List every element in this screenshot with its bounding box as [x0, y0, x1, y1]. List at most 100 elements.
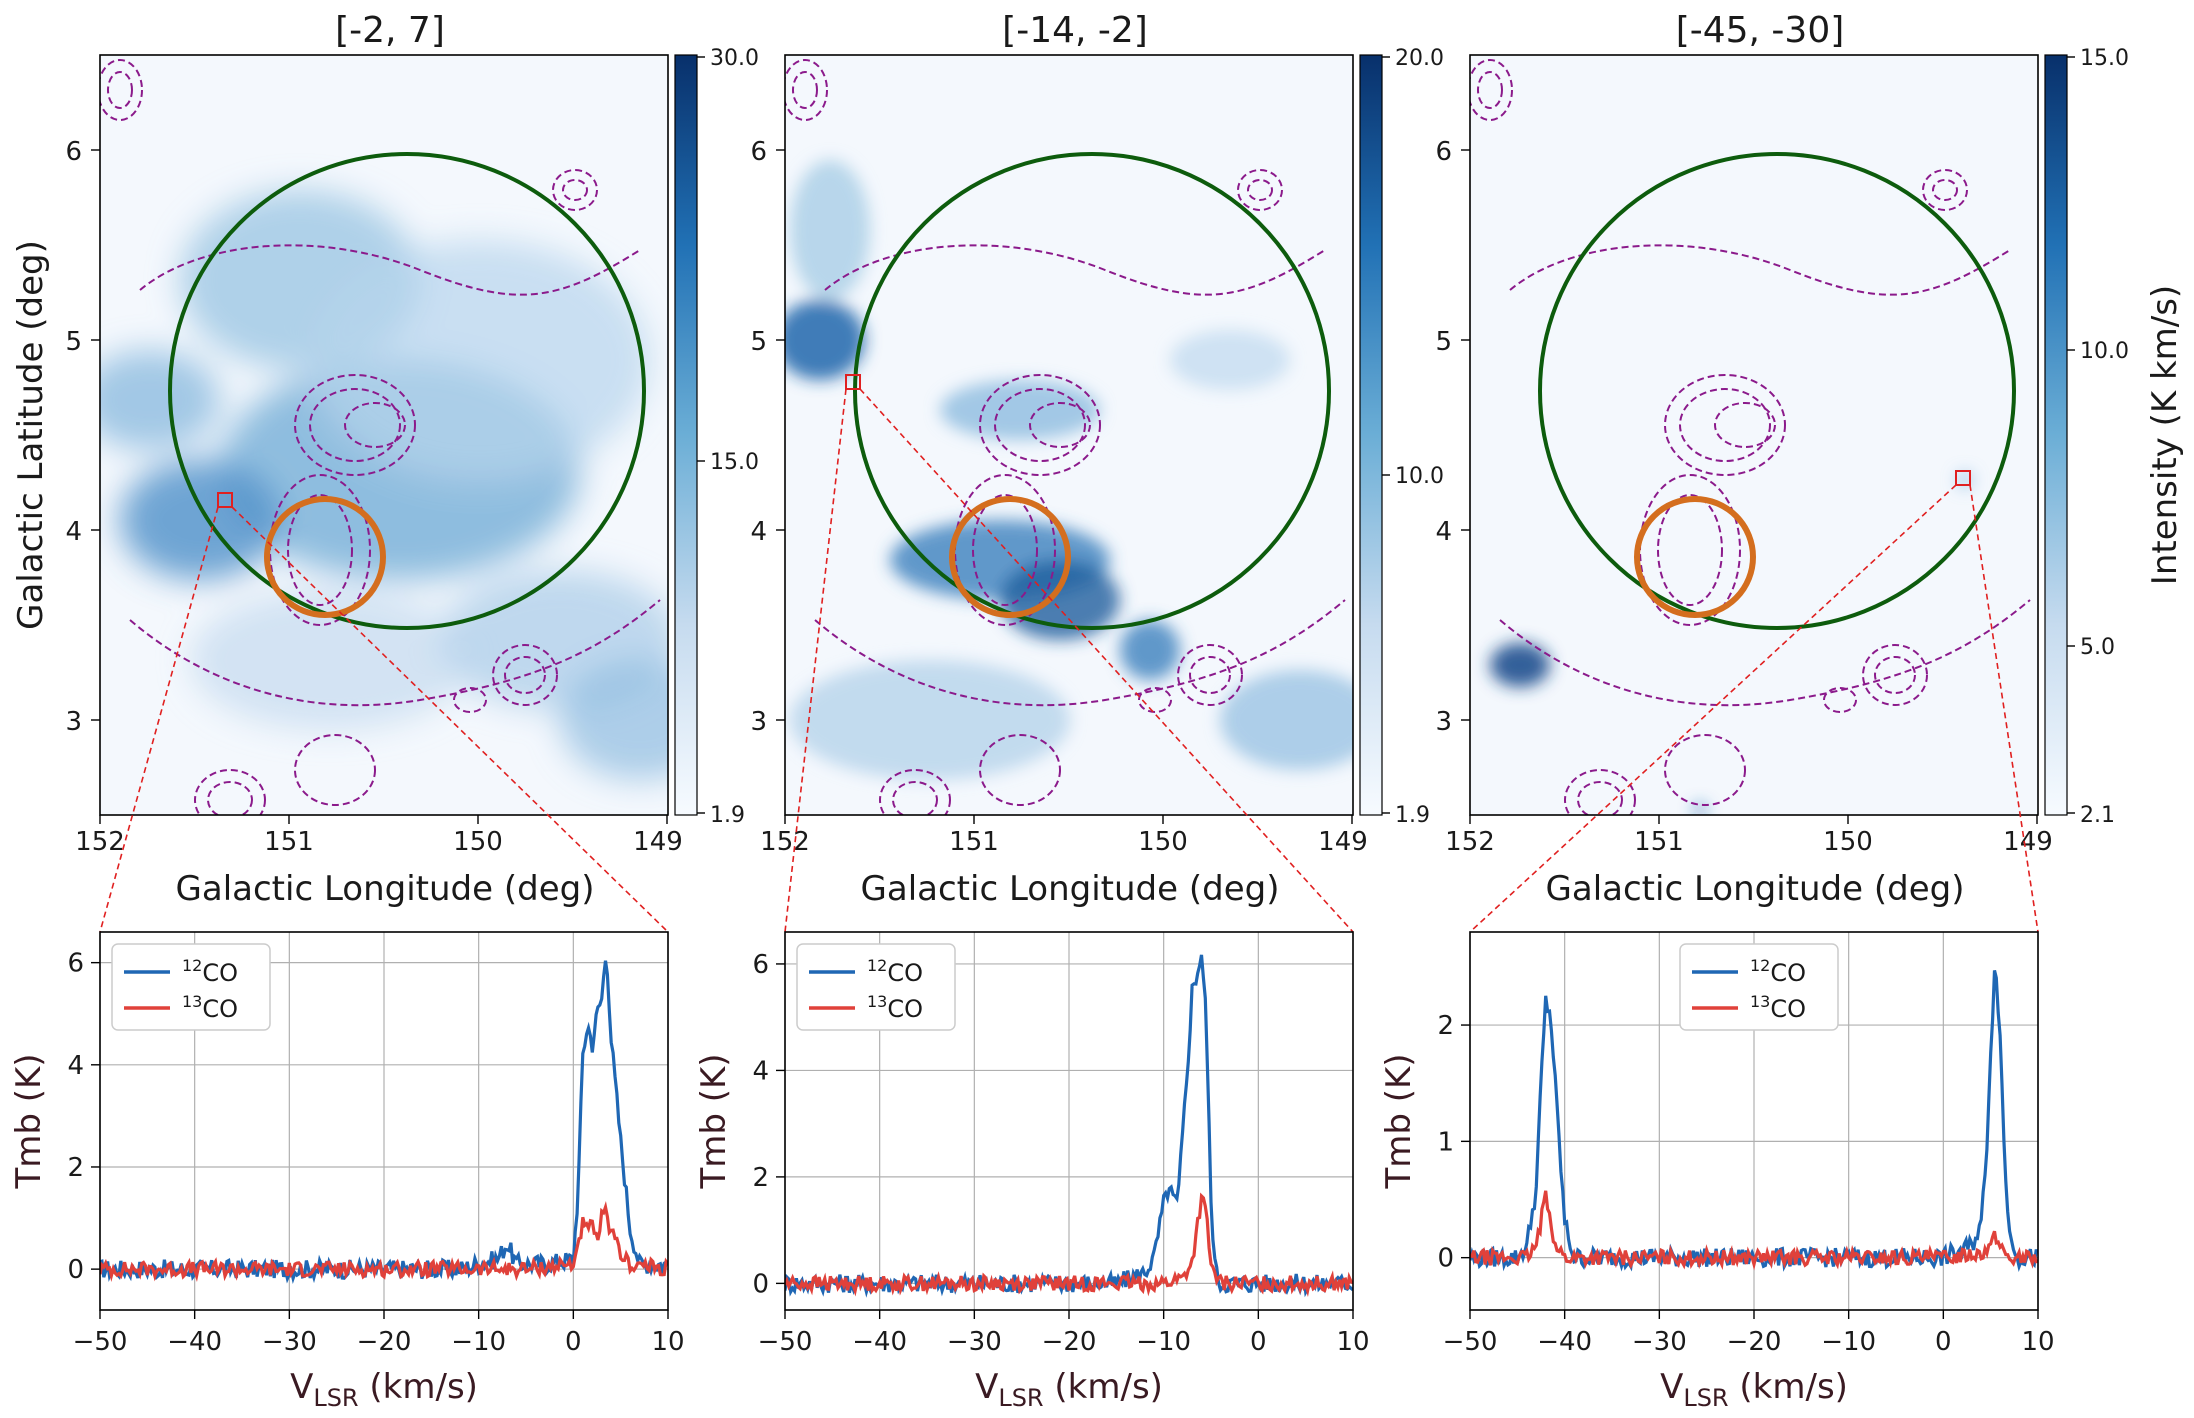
map-frame [1469, 54, 2039, 816]
x-tick-label: −10 [1136, 1327, 1191, 1357]
zoom-box [1955, 470, 1971, 486]
zoom-connector [231, 506, 669, 933]
x-tick-label: −50 [758, 1327, 813, 1357]
x-tick-label: −30 [947, 1327, 1002, 1357]
zoom-connector [859, 388, 1354, 933]
colorbar-min-label: 1.9 [1395, 803, 1430, 828]
zoom-connector [784, 388, 847, 933]
y-tick-label: 3 [750, 707, 767, 737]
map-background [1470, 55, 2038, 815]
zoom-box [217, 492, 233, 508]
map-panel-1: 30.0 15.0 1.9 [-2, 7] 152 151 150 149 3 … [11, 10, 759, 909]
x-tick-label: −30 [262, 1327, 317, 1357]
x-tick-label: −40 [167, 1327, 222, 1357]
y-tick-label: 6 [1435, 137, 1452, 167]
x-tick-label: 149 [2003, 827, 2053, 857]
y-tick-label: 4 [750, 517, 767, 547]
colorbar-low-label: 5.0 [2080, 635, 2115, 660]
colorbar [1359, 54, 1383, 816]
spectrum-panel-1: −50 −40 −30 −20 −10 0 10 0 2 4 6 VLSR (km/s) Tmb (K)… [9, 931, 685, 1412]
orange-circle [264, 496, 386, 618]
x-tick-label: −40 [852, 1327, 907, 1357]
legend-label-13co: 13CO [867, 992, 923, 1023]
zoom-connector [1469, 484, 1957, 933]
y-tick-label: 0 [1437, 1244, 1454, 1274]
colorbar-mid-label: 15.0 [710, 450, 759, 475]
colorbar-label: Intensity (K km/s) [2145, 285, 2185, 585]
x-tick-label: −10 [451, 1327, 506, 1357]
y-tick-label: 3 [1435, 707, 1452, 737]
x-tick-label: −10 [1821, 1327, 1876, 1357]
x-tick-label: 10 [2021, 1327, 2054, 1357]
map-panel-3: 15.0 10.0 5.0 2.1 Intensity (K km/s) [-4… [1435, 10, 2185, 909]
colorbar-min-label: 1.9 [710, 803, 745, 828]
x-tick-label: −20 [1042, 1327, 1097, 1357]
x-tick-label: −40 [1537, 1327, 1592, 1357]
contour-layer [100, 59, 661, 815]
map-title: [-14, -2] [1002, 10, 1148, 51]
contour-layer [785, 59, 1346, 815]
y-axis-label: Tmb (K) [9, 1053, 49, 1189]
contour-layer [1470, 59, 2031, 815]
y-tick-label: 6 [65, 137, 82, 167]
zoom-box [845, 374, 861, 390]
y-tick-label: 5 [65, 327, 82, 357]
x-tick-label: 151 [949, 827, 999, 857]
colorbar-mid-label: 10.0 [2080, 339, 2129, 364]
x-tick-label: 0 [1250, 1327, 1267, 1357]
y-tick-label: 3 [65, 707, 82, 737]
y-tick-label: 5 [1435, 327, 1452, 357]
x-tick-label: 10 [1336, 1327, 1369, 1357]
legend-label-13co: 13CO [182, 992, 238, 1023]
x-tick-label: 0 [565, 1327, 582, 1357]
colorbar-mid-label: 10.0 [1395, 464, 1444, 489]
orange-circle [949, 496, 1071, 618]
colorbar [2044, 54, 2068, 816]
x-tick-label: 152 [760, 827, 810, 857]
colorbar-max-label: 15.0 [2080, 46, 2129, 71]
series-line-13co [785, 1192, 1353, 1297]
map-frame [784, 54, 1354, 816]
colorbar [674, 54, 698, 816]
y-tick-label: 2 [67, 1153, 84, 1183]
legend-label-12co: 12CO [182, 956, 238, 987]
y-tick-label: 5 [750, 327, 767, 357]
x-tick-label: 0 [1935, 1327, 1952, 1357]
y-tick-label: 2 [1437, 1011, 1454, 1041]
legend-label-12co: 12CO [1750, 956, 1806, 987]
x-tick-label: 151 [1634, 827, 1684, 857]
map-panel-2: 20.0 10.0 1.9 [-14, -2] 152 151 150 149 … [750, 10, 1444, 909]
x-tick-label: 150 [1823, 827, 1873, 857]
emission-layer [100, 190, 668, 780]
x-axis-label: VLSR (km/s) [1660, 1367, 1848, 1412]
x-tick-label: −20 [1727, 1327, 1782, 1357]
y-tick-label: 4 [752, 1056, 769, 1086]
y-tick-label: 0 [752, 1269, 769, 1299]
y-tick-label: 4 [1435, 517, 1452, 547]
series-line-13co [100, 1200, 668, 1283]
zoom-connector [99, 506, 219, 933]
colorbar-max-label: 20.0 [1395, 46, 1444, 71]
x-tick-label: −30 [1632, 1327, 1687, 1357]
map-title: [-45, -30] [1676, 10, 1845, 51]
x-axis-label: Galactic Longitude (deg) [176, 869, 595, 909]
y-axis-label: Tmb (K) [694, 1053, 734, 1189]
legend-label-12co: 12CO [867, 956, 923, 987]
y-axis-label: Galactic Latitude (deg) [11, 240, 51, 630]
x-tick-label: −50 [73, 1327, 128, 1357]
colorbar-max-label: 30.0 [710, 46, 759, 71]
zoom-connector [1969, 484, 2039, 933]
x-tick-label: 149 [633, 827, 683, 857]
x-axis-label: VLSR (km/s) [290, 1367, 478, 1412]
green-circle [168, 152, 646, 630]
spectrum-panel-3: −50 −40 −30 −20 −10 0 10 0 1 2 VLSR (km/s) Tmb (K) 1… [1379, 931, 2055, 1412]
x-tick-label: −20 [357, 1327, 412, 1357]
y-axis-label: Tmb (K) [1379, 1053, 1419, 1189]
y-tick-label: 6 [67, 949, 84, 979]
green-circle [853, 152, 1331, 630]
green-circle [1538, 152, 2016, 630]
spectrum-panel-2: −50 −40 −30 −20 −10 0 10 0 2 4 6 VLSR (km/s) Tmb (K)… [694, 931, 1370, 1412]
series-line-13co [1470, 1190, 2038, 1271]
x-axis-label: VLSR (km/s) [975, 1367, 1163, 1412]
